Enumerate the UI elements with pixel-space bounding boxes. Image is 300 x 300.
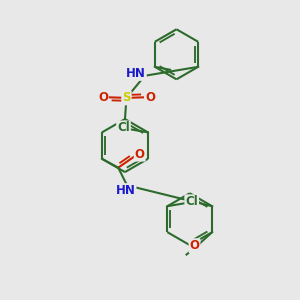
Text: Cl: Cl (117, 122, 130, 134)
Text: Cl: Cl (185, 195, 198, 208)
Text: HN: HN (126, 67, 146, 80)
Text: O: O (145, 91, 155, 104)
Text: O: O (190, 239, 200, 252)
Text: O: O (135, 148, 145, 160)
Text: HN: HN (116, 184, 136, 197)
Text: S: S (122, 92, 131, 104)
Text: O: O (98, 91, 108, 104)
